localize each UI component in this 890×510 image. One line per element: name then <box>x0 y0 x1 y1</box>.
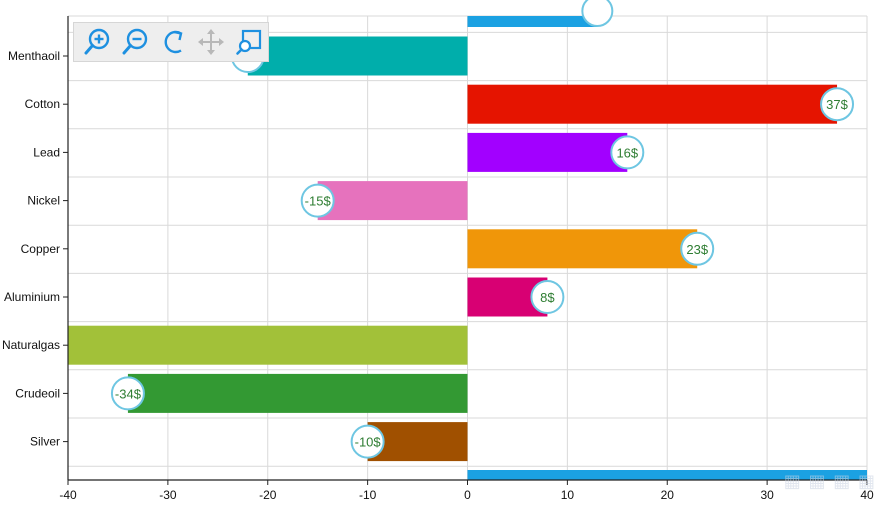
x-tick-label: 30 <box>760 488 774 502</box>
zoom-in-button[interactable] <box>78 23 116 61</box>
data-label-bubble <box>680 231 715 266</box>
data-label-bubble <box>110 376 145 411</box>
bar-cotton <box>467 84 838 124</box>
y-tick-label: Silver <box>30 435 60 449</box>
data-label: 8$ <box>540 290 555 305</box>
y-tick-label: Lead <box>33 145 60 159</box>
reset-button[interactable] <box>154 23 192 61</box>
x-tick-label: 20 <box>661 488 675 502</box>
zoom-in-icon <box>84 28 110 55</box>
y-tick-label: Aluminium <box>4 290 60 304</box>
data-label-bubble <box>610 135 645 170</box>
selection-zoom-button[interactable] <box>230 23 268 61</box>
chart-toolbar <box>73 22 269 62</box>
partial-bar-top <box>467 16 598 27</box>
data-label: 16$ <box>616 145 638 160</box>
bar-lead <box>467 132 628 172</box>
data-label: -34$ <box>115 386 142 401</box>
bar-copper <box>467 229 698 269</box>
data-label-bubble <box>530 280 565 314</box>
selection-zoom-icon <box>236 29 262 55</box>
data-label: -15$ <box>305 194 332 209</box>
bar-crudeoil <box>127 373 468 413</box>
data-label-bubble <box>581 0 614 27</box>
bar-naturalgas <box>68 325 468 365</box>
x-tick-label: -10 <box>359 488 377 502</box>
data-label: 37$ <box>826 97 848 112</box>
x-tick-label: 40 <box>860 488 874 502</box>
data-label-bubble <box>820 87 855 122</box>
data-label: -10$ <box>355 435 382 450</box>
x-tick-label: 10 <box>561 488 575 502</box>
x-tick-label: -30 <box>159 488 177 502</box>
y-tick-label: Nickel <box>27 194 60 208</box>
y-tick-label: Naturalgas <box>2 338 60 352</box>
x-tick-label: -40 <box>59 488 77 502</box>
bar-menthaoil <box>247 36 468 76</box>
data-label: 23$ <box>686 242 708 257</box>
zoom-out-icon <box>122 28 148 55</box>
y-tick-label: Copper <box>21 242 60 256</box>
zoom-out-button[interactable] <box>116 23 154 61</box>
partial-bar-bottom <box>467 470 867 480</box>
data-label-bubble <box>300 183 335 218</box>
x-tick-label: -20 <box>259 488 277 502</box>
pan-button[interactable] <box>192 23 230 61</box>
y-tick-label: Menthaoil <box>8 49 60 63</box>
y-tick-label: Cotton <box>25 97 60 111</box>
data-label-bubble <box>350 424 385 459</box>
refresh-icon <box>164 30 183 54</box>
x-tick-label: 0 <box>464 488 471 502</box>
watermark-logo: ▦ ▦ ▦ ▦ <box>783 471 876 492</box>
y-tick-label: Crudeoil <box>15 386 60 400</box>
move-icon <box>198 29 224 55</box>
bar-nickel <box>317 181 468 221</box>
